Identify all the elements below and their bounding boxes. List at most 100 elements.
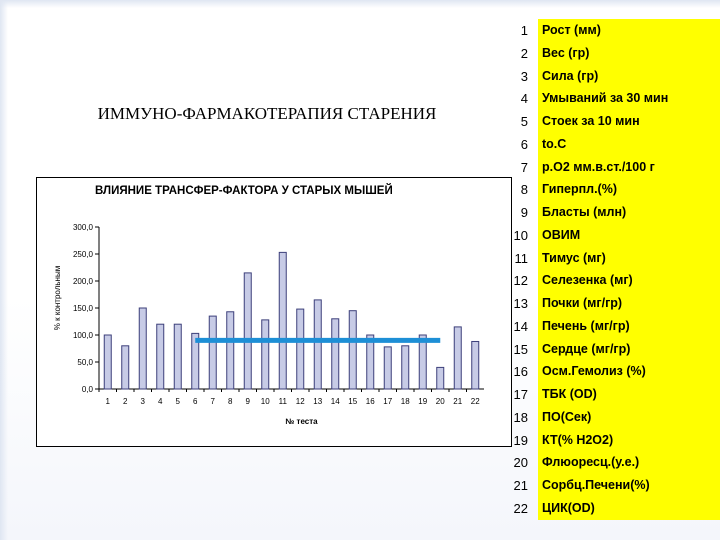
bar [418,334,427,390]
legend-number: 18 [513,409,528,425]
legend-item: 6 to.C [506,132,720,156]
legend-number: 20 [513,455,528,471]
legend-number: 5 [520,114,528,129]
legend-number: 2 [520,45,528,61]
bar [401,345,410,390]
x-tick-label: 14 [331,397,340,406]
legend-number: 12 [513,273,528,289]
x-axis-label: № теста [285,417,318,426]
legend-number: 6 [520,136,528,152]
legend-label: Селезенка (мг) [538,269,720,293]
legend-label: Умываний за 30 мин [538,87,720,111]
x-tick-label: 9 [246,397,251,406]
legend-item: 20 Флюоресц.(у.е.) [506,451,720,475]
y-axis-label: % к контрольным [53,266,62,330]
y-tick-label: 300,0 [73,223,94,232]
legend-number: 16 [513,364,528,380]
legend-number: 3 [520,68,528,84]
legend-number: 7 [520,159,528,175]
legend-label: Вес (гр) [538,41,720,65]
x-tick-label: 4 [158,397,163,406]
legend-label: Стоек за 10 мин [538,110,720,133]
legend-number: 21 [513,478,528,493]
bar [313,299,322,390]
legend-label: ЦИК(OD) [538,496,720,520]
legend-item: 16 Осм.Гемолиз (%) [506,360,720,384]
y-tick-label: 50,0 [77,358,93,367]
y-tick-label: 200,0 [73,277,94,286]
bar [156,323,165,390]
legend-number: 15 [513,341,528,357]
x-tick-label: 6 [193,397,198,406]
x-tick-label: 8 [228,397,233,406]
x-tick-label: 17 [383,397,392,406]
legend-label: Рост (мм) [538,19,720,42]
chart-panel [36,177,512,447]
bar [278,251,287,390]
legend-label: р.О2 мм.в.ст./100 г [538,155,720,179]
legend-item: 7 р.О2 мм.в.ст./100 г [506,155,720,179]
x-tick-label: 11 [279,397,288,406]
bar [471,340,480,390]
legend-label: Бласты (млн) [538,201,720,224]
legend-item: 15 Сердце (мг/гр) [506,337,720,361]
legend-item: 5 Стоек за 10 мин [506,110,720,133]
legend-number: 17 [513,387,528,402]
legend-label: Осм.Гемолиз (%) [538,360,720,384]
x-tick-label: 18 [401,397,410,406]
bar [226,311,235,390]
x-tick-label: 10 [261,397,270,406]
legend-number: 1 [520,23,528,38]
x-tick-label: 2 [123,397,128,406]
bar [348,310,357,390]
y-tick-label: 150,0 [73,304,94,313]
y-tick-label: 100,0 [73,331,94,340]
legend-label: Печень (мг/гр) [538,314,720,338]
y-tick-label: 0,0 [82,385,94,394]
x-tick-label: 13 [313,397,322,406]
legend-label: ПО(Сек) [538,405,720,429]
legend-label: Флюоресц.(у.е.) [538,451,720,475]
x-tick-label: 7 [211,397,216,406]
legend-label: to.C [538,132,720,156]
bar [296,308,305,390]
bar [103,334,112,390]
legend-number: 4 [520,91,528,107]
legend-number: 11 [514,250,529,266]
x-tick-label: 12 [296,397,305,406]
legend-item: 12 Селезенка (мг) [506,269,720,293]
bar [191,332,200,390]
legend-label: Сорбц.Печени(%) [538,474,720,497]
legend-label: ОВИМ [538,223,720,247]
bar [331,318,340,390]
legend-number: 13 [513,296,528,311]
bar [208,315,217,390]
legend-item: 3 Сила (гр) [506,64,720,88]
legend-item: 9 Бласты (млн) [506,201,720,224]
legend-item: 1 Рост (мм) [506,19,720,42]
bar [383,346,392,390]
y-tick-label: 250,0 [73,250,94,259]
slide-frame-left [0,0,8,540]
legend-item: 4 Умываний за 30 мин [506,87,720,111]
legend-number: 8 [520,182,528,198]
legend-item: 21 Сорбц.Печени(%) [506,474,720,497]
legend-item: 8 Гиперпл.(%) [506,178,720,202]
legend-item: 22 ЦИК(OD) [506,496,720,520]
bar [436,366,445,390]
legend-label: ТБК (OD) [538,383,720,406]
legend-item: 10 ОВИМ [506,223,720,247]
legend-label: КТ(% Н2О2) [538,428,720,452]
legend-number: 22 [513,500,528,516]
bar [121,345,130,390]
x-tick-label: 20 [436,397,445,406]
legend-label: Сила (гр) [538,64,720,88]
legend-item: 17 ТБК (OD) [506,383,720,406]
chart-title: ВЛИЯНИЕ ТРАНСФЕР-ФАКТОРА У СТАРЫХ МЫШЕЙ [95,185,393,197]
x-tick-label: 3 [141,397,146,406]
legend-item: 2 Вес (гр) [506,41,720,65]
x-tick-label: 5 [176,397,181,406]
x-tick-label: 21 [453,397,462,406]
bar [261,319,270,390]
